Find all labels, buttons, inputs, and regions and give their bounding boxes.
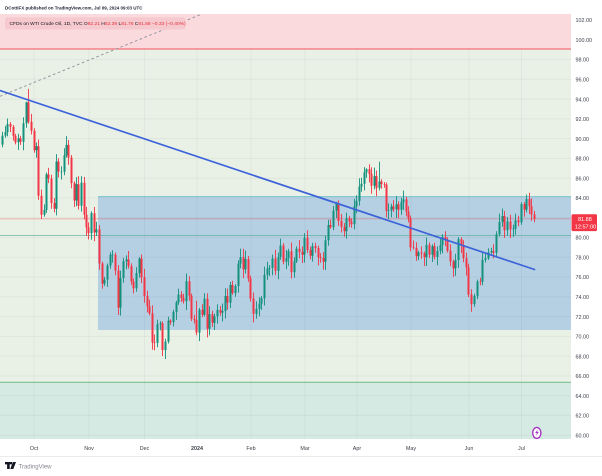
svg-text:80.00: 80.00 xyxy=(576,236,590,242)
svg-text:Mar: Mar xyxy=(300,446,309,452)
svg-text:DCottiFX published on TradingV: DCottiFX published on TradingView.com, J… xyxy=(5,6,143,11)
svg-text:94.00: 94.00 xyxy=(576,97,590,103)
svg-text:78.00: 78.00 xyxy=(576,256,590,262)
svg-text:Dec: Dec xyxy=(140,446,150,452)
svg-text:102.00: 102.00 xyxy=(576,18,593,24)
svg-text:CFDs on WTI Crude Oil, 1D, TVC: CFDs on WTI Crude Oil, 1D, TVC O82.21 H8… xyxy=(10,21,187,27)
svg-text:Nov: Nov xyxy=(84,446,94,452)
svg-text:84.00: 84.00 xyxy=(576,196,590,202)
svg-text:100.00: 100.00 xyxy=(576,38,593,44)
svg-text:64.00: 64.00 xyxy=(576,394,590,400)
svg-text:12:57:00: 12:57:00 xyxy=(575,225,596,231)
svg-text:68.00: 68.00 xyxy=(576,354,590,360)
svg-text:62.00: 62.00 xyxy=(576,414,590,420)
svg-text:96.00: 96.00 xyxy=(576,78,590,84)
svg-text:81.88: 81.88 xyxy=(578,217,592,223)
svg-text:May: May xyxy=(406,446,416,452)
svg-text:Jun: Jun xyxy=(465,446,474,452)
svg-text:74.00: 74.00 xyxy=(576,295,590,301)
svg-text:Apr: Apr xyxy=(353,446,362,452)
svg-text:2024: 2024 xyxy=(191,446,203,452)
svg-text:76.00: 76.00 xyxy=(576,275,590,281)
svg-text:60.00: 60.00 xyxy=(576,433,590,439)
svg-text:98.00: 98.00 xyxy=(576,58,590,64)
svg-text:86.00: 86.00 xyxy=(576,176,590,182)
svg-text:72.00: 72.00 xyxy=(576,315,590,321)
svg-text:90.00: 90.00 xyxy=(576,137,590,143)
svg-text:TradingView: TradingView xyxy=(19,464,53,470)
svg-text:66.00: 66.00 xyxy=(576,374,590,380)
svg-text:Oct: Oct xyxy=(30,446,39,452)
svg-text:92.00: 92.00 xyxy=(576,117,590,123)
svg-text:Feb: Feb xyxy=(246,446,255,452)
svg-text:70.00: 70.00 xyxy=(576,335,590,341)
svg-text:Jul: Jul xyxy=(518,446,525,452)
svg-text:88.00: 88.00 xyxy=(576,157,590,163)
